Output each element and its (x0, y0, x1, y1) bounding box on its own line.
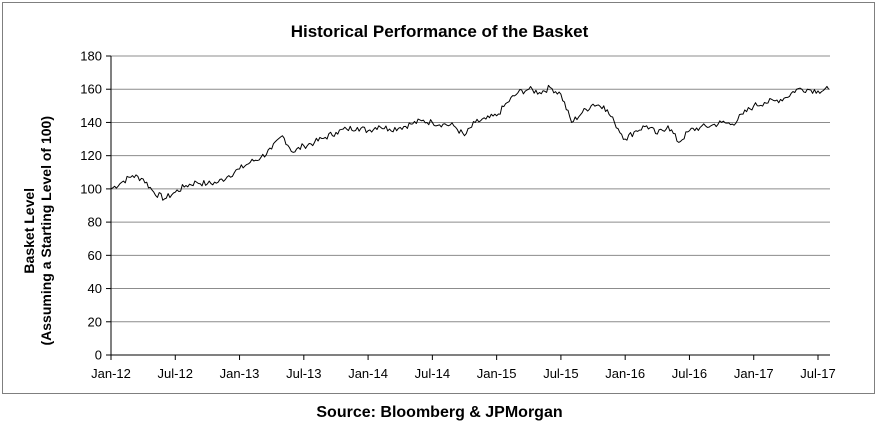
y-tick-label-160: 160 (80, 82, 102, 97)
y-axis-label: Basket Level (Assuming a Starting Level … (21, 116, 55, 346)
series-line-0 (110, 84, 830, 201)
y-tick-labels: 0 20 40 60 80 100 120 140 160 180 (80, 49, 102, 363)
y-tick-label-60: 60 (88, 248, 102, 263)
source-note: Source: Bloomberg & JPMorgan (316, 404, 563, 421)
y-tick-label-180: 180 (80, 49, 102, 64)
y-tick-label-140: 140 (80, 115, 102, 130)
y-tick-label-80: 80 (88, 215, 102, 230)
x-tick-label-Jan-13: Jan-13 (220, 366, 260, 381)
y-tick-label-20: 20 (88, 314, 102, 329)
y-tick-label-120: 120 (80, 148, 102, 163)
y-axis-label-line1: Basket Level (21, 187, 37, 274)
chart-frame (2, 2, 875, 394)
x-tick-labels: Jan-12 Jul-12 Jan-13 Jul-13 Jan-14 Jul-14 Jan-… (91, 366, 836, 381)
y-tick-label-100: 100 (80, 181, 102, 196)
x-tick-label-Jan-14: Jan-14 (348, 366, 388, 381)
x-tick-label-Jan-12: Jan-12 (91, 366, 131, 381)
y-tick-label-40: 40 (88, 281, 102, 296)
x-tick-label-Jul-13: Jul-13 (286, 366, 321, 381)
series-group (110, 84, 830, 201)
axes (106, 55, 830, 360)
y-axis-label-line2: (Assuming a Starting Level of 100) (38, 116, 54, 346)
x-tick-label-Jul-15: Jul-15 (543, 366, 578, 381)
y-tick-label-0: 0 (95, 348, 102, 363)
x-tick-label-Jul-12: Jul-12 (158, 366, 193, 381)
x-tick-label-Jul-16: Jul-16 (672, 366, 707, 381)
x-tick-label-Jul-17: Jul-17 (800, 366, 835, 381)
x-tick-label-Jan-16: Jan-16 (605, 366, 645, 381)
x-tick-label-Jan-17: Jan-17 (734, 366, 774, 381)
gridlines (111, 55, 830, 323)
x-tick-label-Jul-14: Jul-14 (415, 366, 450, 381)
x-tick-label-Jan-15: Jan-15 (477, 366, 517, 381)
chart-title: Historical Performance of the Basket (290, 22, 589, 41)
